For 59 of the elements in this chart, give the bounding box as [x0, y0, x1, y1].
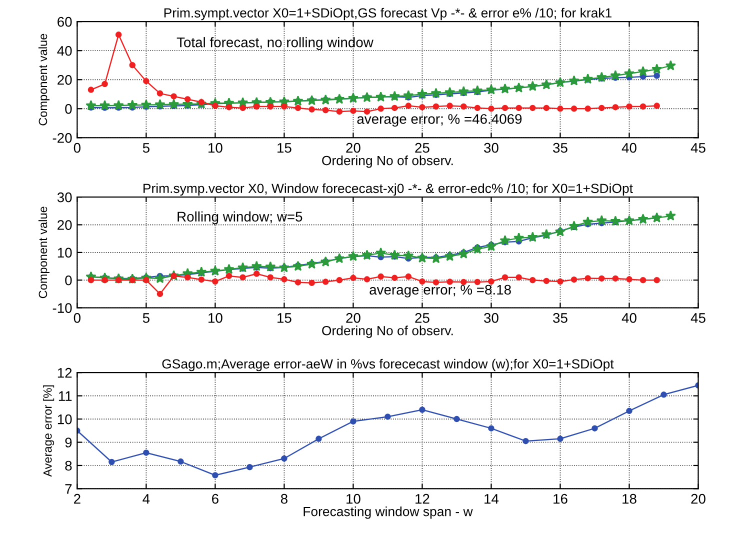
- x-tick-label: 25: [415, 313, 430, 323]
- annotation: average error; % =46.4069: [357, 114, 522, 127]
- y-tick-label: 20: [58, 74, 72, 85]
- annotation: Total forecast, no rolling window: [176, 37, 374, 50]
- annotation: Rolling window; w=5: [178, 211, 302, 224]
- y-tick-label: 8: [65, 460, 72, 471]
- y-tick-label: 10: [58, 248, 72, 258]
- x-tick-label: 10: [208, 142, 222, 153]
- x-tick-label: 25: [415, 142, 430, 153]
- y-tick-label: 0: [65, 104, 72, 114]
- x-tick-label: 5: [142, 313, 150, 323]
- y-tick-label: 40: [57, 46, 72, 56]
- x-tick-label: 35: [553, 313, 568, 323]
- x-tick-label: 10: [208, 313, 222, 323]
- x-tick-label: 0: [74, 313, 80, 323]
- x-tick-label: 0: [74, 142, 80, 153]
- x-tick-label: 5: [142, 143, 150, 153]
- x-axis-title: Forecasting window span - w: [304, 506, 473, 519]
- x-tick-label: 15: [278, 313, 292, 323]
- y-tick-label: -10: [52, 303, 72, 313]
- x-tick-label: 14: [484, 494, 499, 504]
- y-tick-label: 12: [58, 368, 72, 378]
- x-tick-label: 20: [346, 313, 360, 323]
- x-tick-label: 45: [690, 143, 706, 153]
- x-tick-label: 18: [622, 494, 636, 504]
- x-tick-label: 20: [691, 494, 706, 504]
- x-tick-label: 2: [74, 494, 80, 504]
- x-tick-label: 40: [622, 142, 636, 153]
- y-tick-label: 11: [58, 391, 72, 401]
- y-tick-label: 10: [58, 414, 72, 424]
- x-tick-label: 30: [484, 313, 498, 323]
- x-tick-label: 6: [212, 494, 218, 504]
- y-axis-title: Component value: [38, 206, 50, 298]
- x-tick-label: 12: [416, 494, 430, 504]
- y-axis-title: Component value: [38, 34, 50, 126]
- chart-title: GSago.m;Average error-aeW in %vs forececast window (w);for X0=1+SDiOpt: [162, 358, 614, 372]
- annotation: average error; % =8.18: [370, 284, 511, 298]
- x-tick-label: 15: [278, 143, 292, 153]
- y-tick-label: 9: [65, 438, 72, 448]
- chart-title: Prim.symp.vector X0, Window forececast-xj0 -*- & error-edc% /10; for X0=1+SDiOpt: [144, 183, 633, 196]
- x-tick-label: 40: [622, 313, 636, 323]
- y-tick-label: -20: [52, 133, 72, 143]
- x-tick-label: 16: [554, 494, 568, 504]
- x-tick-label: 8: [280, 494, 288, 504]
- x-tick-label: 4: [142, 494, 150, 504]
- x-axis-title: Ordering No of observ.: [322, 326, 453, 338]
- y-tick-label: 60: [58, 16, 72, 27]
- x-tick-label: 30: [484, 142, 498, 153]
- y-tick-label: 7: [65, 484, 72, 494]
- x-axis-title: Ordering No of observ.: [322, 156, 453, 168]
- x-tick-label: 20: [346, 142, 360, 153]
- y-axis-title: Average error [%]: [43, 385, 54, 477]
- y-tick-label: 30: [57, 192, 72, 202]
- y-tick-label: 20: [58, 220, 72, 230]
- y-tick-label: 0: [65, 275, 72, 286]
- chart-title: Prim.sympt.vector X0=1+SDiOpt,GS forecast Vp -*- & error e% /10; for krak1: [164, 8, 612, 20]
- x-tick-label: 10: [346, 494, 360, 504]
- x-tick-label: 45: [690, 313, 706, 323]
- x-tick-label: 35: [553, 142, 568, 153]
